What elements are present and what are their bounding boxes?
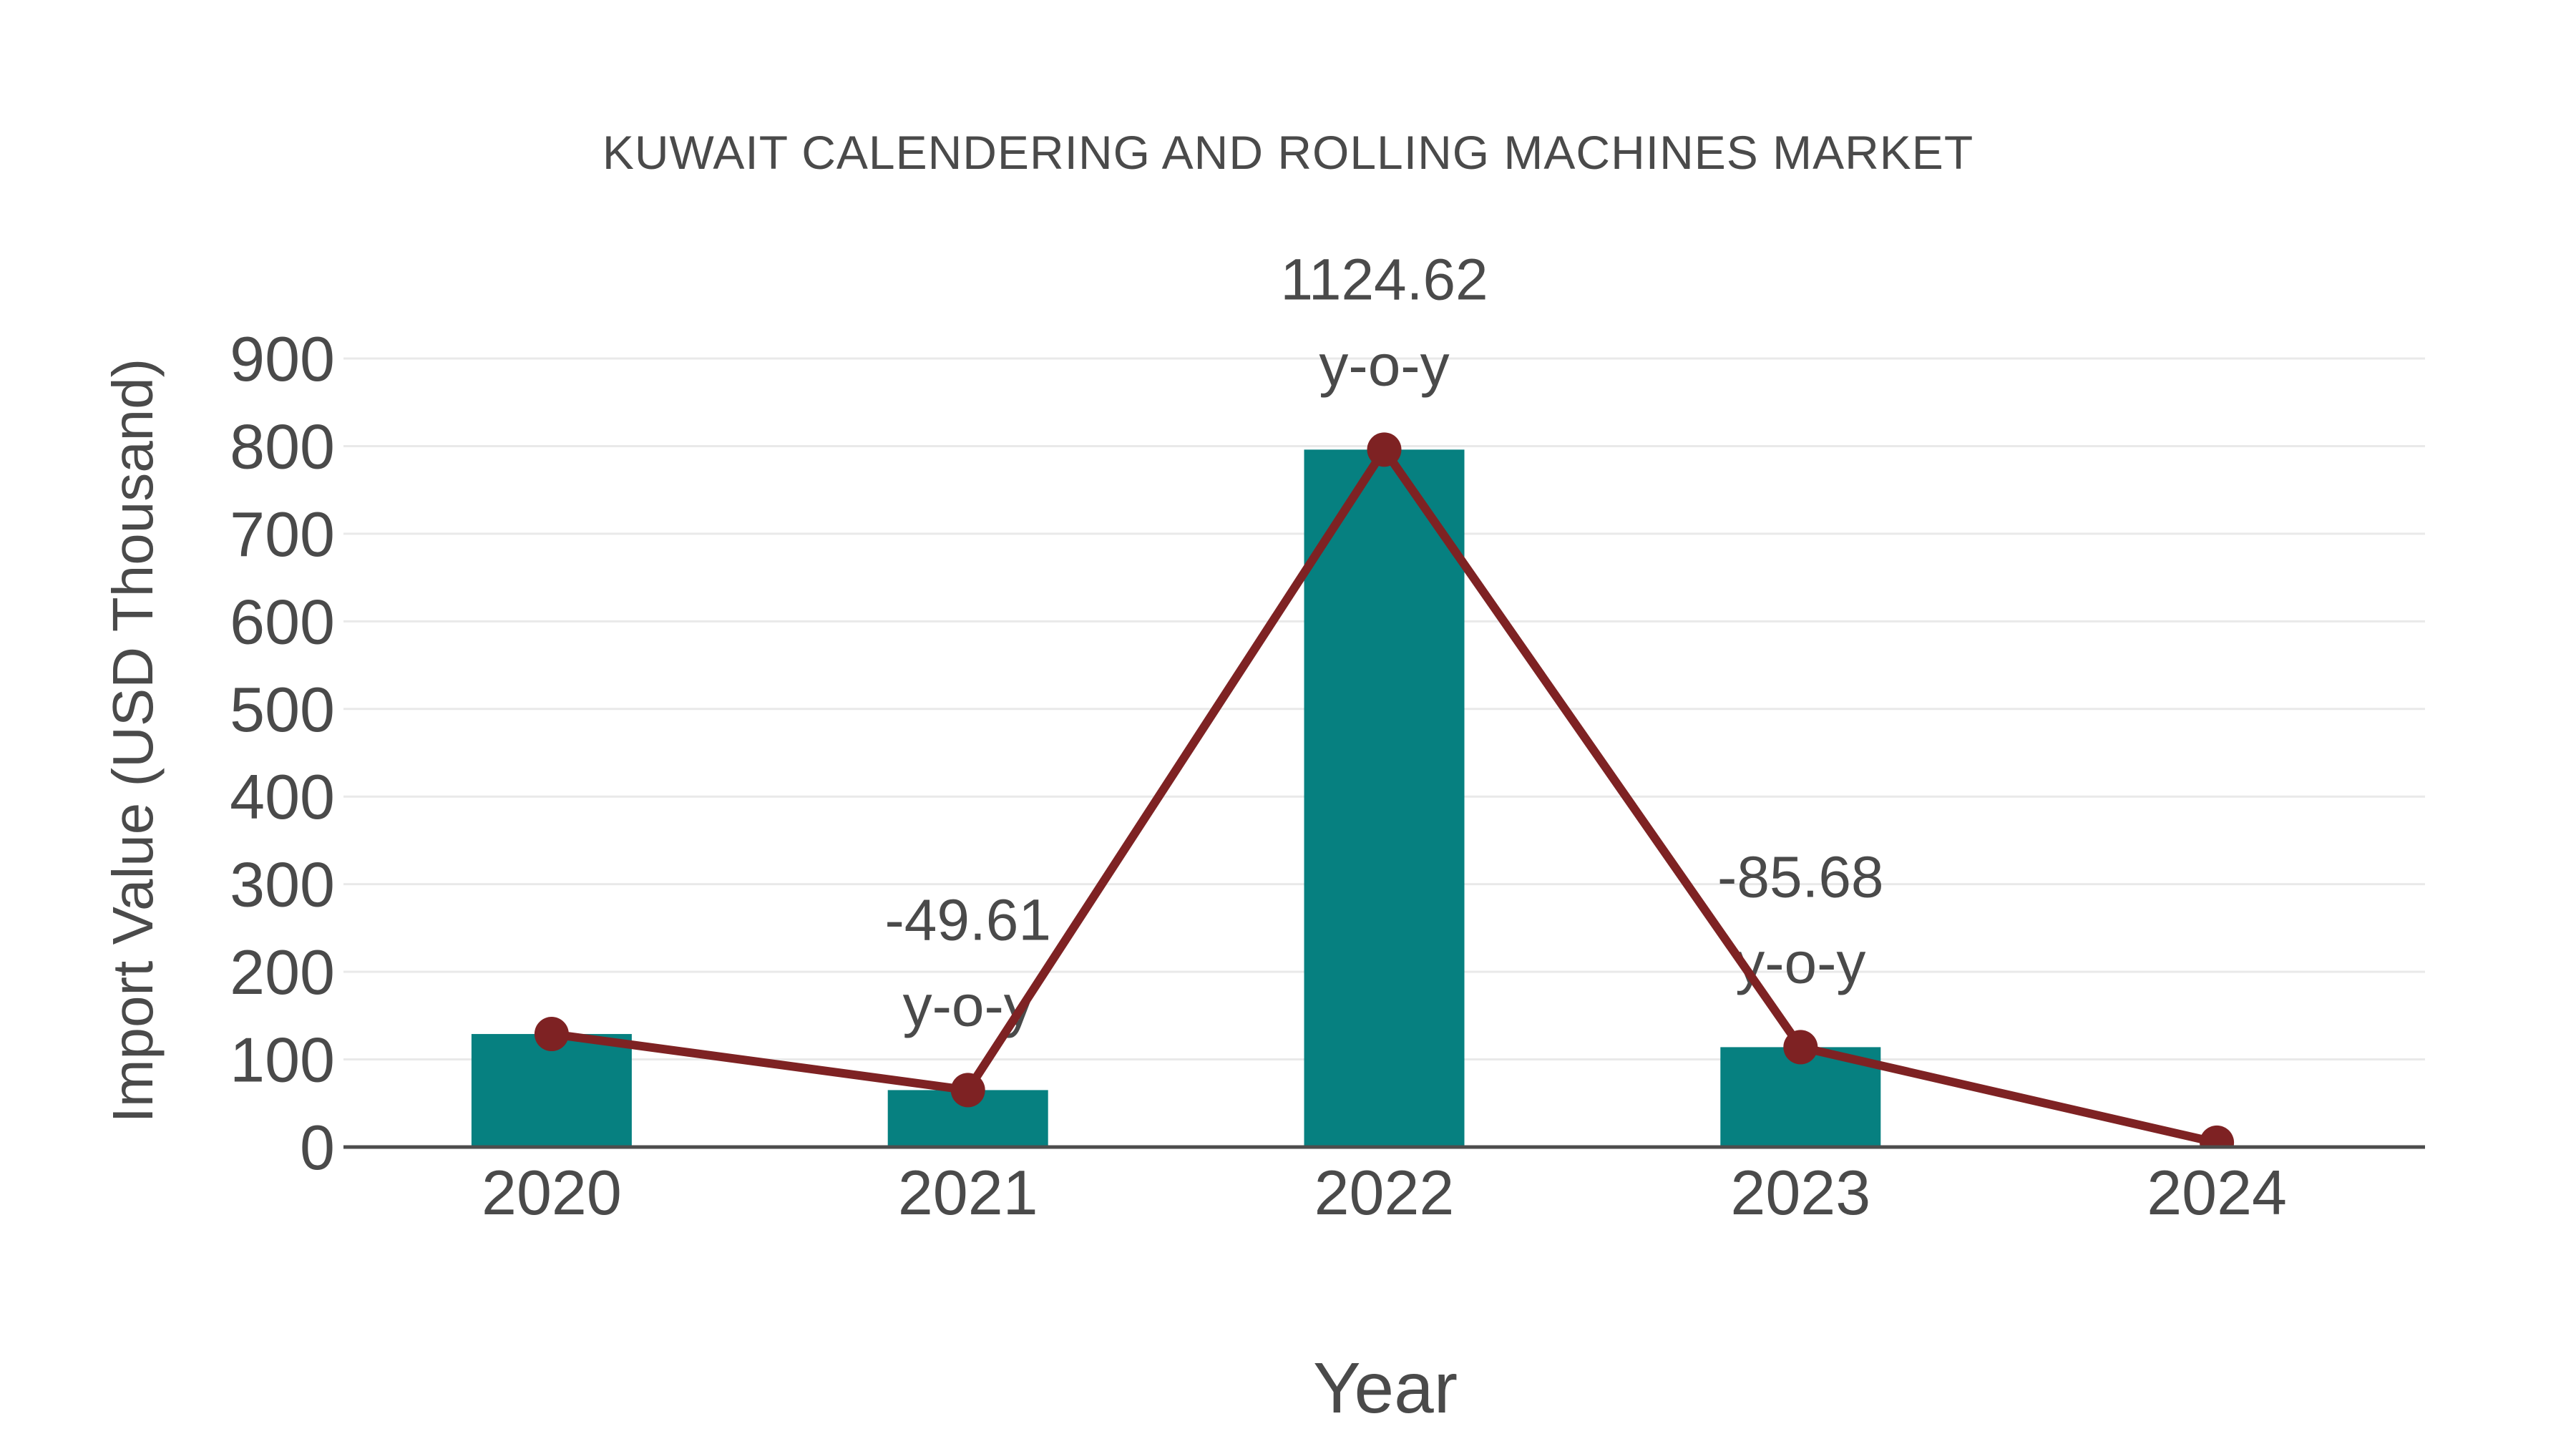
annotation-2021-line1: -49.61: [884, 887, 1051, 952]
marker-2023: [1783, 1030, 1818, 1065]
y-tick-400: 400: [230, 761, 335, 832]
y-tick-300: 300: [230, 849, 335, 920]
marker-2024: [2200, 1125, 2235, 1147]
y-tick-0: 0: [300, 1112, 335, 1183]
y-axis-title: Import Value (USD Thousand): [101, 358, 165, 1123]
y-tick-700: 700: [230, 499, 335, 570]
y-tick-100: 100: [230, 1025, 335, 1096]
bar-2022: [1304, 449, 1465, 1147]
annotation-2022-line2: y-o-y: [1319, 333, 1449, 398]
x-tick-2024: 2024: [2147, 1157, 2287, 1228]
x-tick-2023: 2023: [1730, 1157, 1870, 1228]
x-axis-title: Year: [1312, 1348, 1458, 1428]
x-tick-2021: 2021: [898, 1157, 1038, 1228]
y-tick-200: 200: [230, 937, 335, 1008]
y-tick-600: 600: [230, 586, 335, 657]
marker-2022: [1367, 432, 1402, 467]
x-tick-2022: 2022: [1314, 1157, 1455, 1228]
marker-2020: [534, 1017, 569, 1052]
annotation-2023-line1: -85.68: [1717, 844, 1884, 909]
chart-title: KUWAIT CALENDERING AND ROLLING MACHINES …: [602, 126, 1974, 179]
annotation-2021-line2: y-o-y: [903, 973, 1033, 1038]
y-tick-500: 500: [230, 674, 335, 745]
y-tick-900: 900: [230, 323, 335, 394]
bar-2020: [471, 1034, 632, 1147]
marker-2021: [950, 1073, 985, 1108]
x-tick-2020: 2020: [482, 1157, 622, 1228]
y-tick-800: 800: [230, 411, 335, 482]
annotation-2022-line1: 1124.62: [1280, 247, 1488, 312]
